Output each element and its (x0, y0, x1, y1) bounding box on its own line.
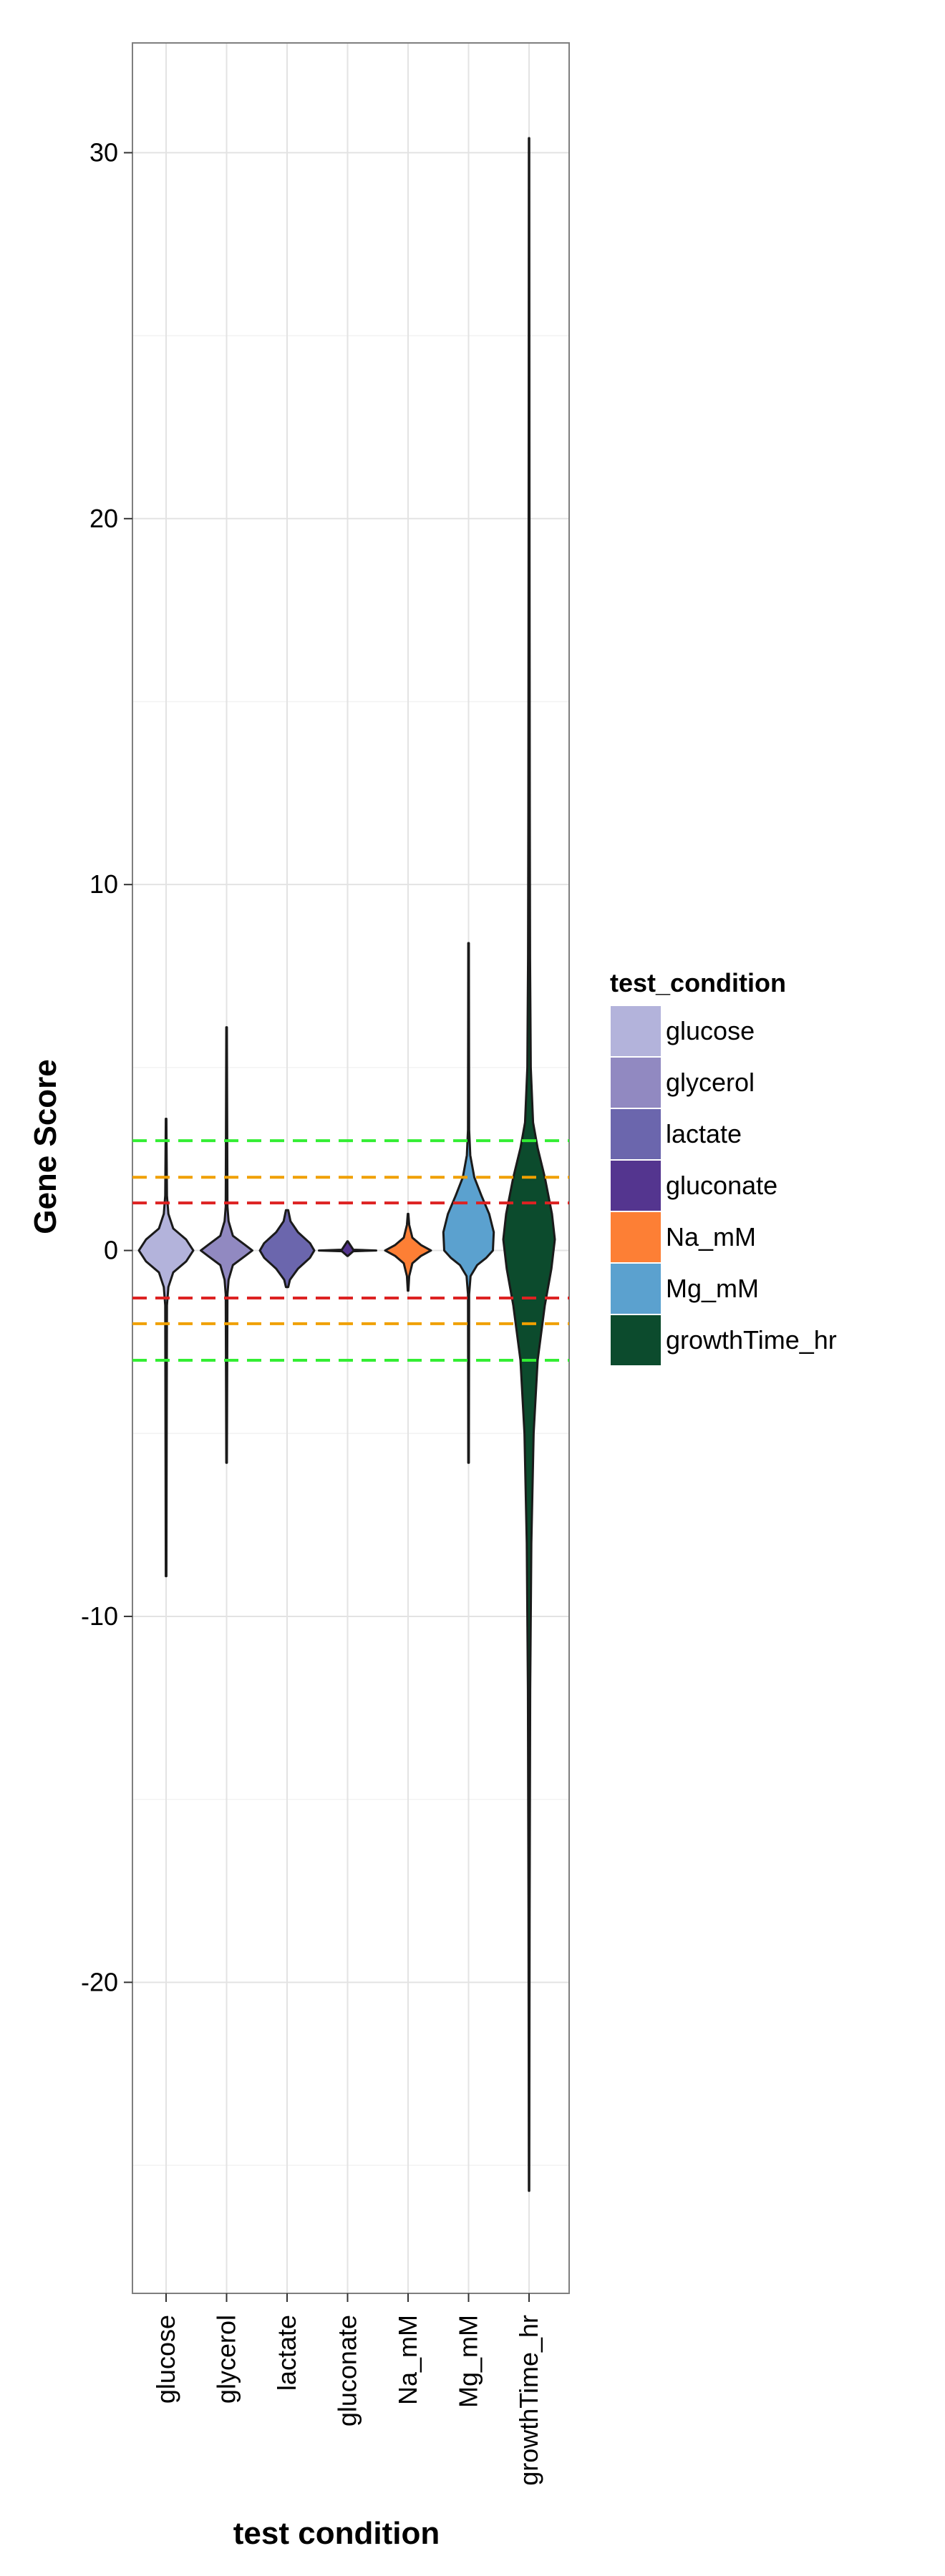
legend-label-lactate: lactate (666, 1119, 742, 1148)
violin-growthTime_hr (502, 137, 556, 2192)
legend-label-Mg_mM: Mg_mM (666, 1274, 759, 1303)
violin-glucose (137, 1118, 195, 1578)
plot-panel (132, 42, 570, 2294)
x-tick-label: Na_mM (393, 2315, 422, 2405)
violins (137, 137, 556, 2192)
grid-lines (132, 43, 569, 2293)
violin-body (502, 137, 556, 2192)
legend-title: test_condition (610, 968, 786, 997)
violin-gluconate (318, 1240, 377, 1257)
legend-label-Na_mM: Na_mM (666, 1222, 756, 1252)
y-axis-title: Gene Score (28, 1059, 63, 1234)
x-tick-label: gluconate (333, 2315, 362, 2426)
legend-key-lactate (609, 1108, 662, 1161)
violin-body (200, 1026, 253, 1464)
legend-label-glucose: glucose (666, 1016, 755, 1045)
legend-key-gluconate (609, 1159, 662, 1212)
legend-label-glycerol: glycerol (666, 1068, 755, 1097)
x-axis-title: test condition (233, 2516, 440, 2551)
violin-body (318, 1240, 377, 1257)
legend-label-gluconate: gluconate (666, 1171, 777, 1200)
violin-lactate (258, 1209, 316, 1289)
legend-key-Mg_mM (609, 1262, 662, 1315)
violin-Mg_mM (442, 942, 495, 1464)
violin-Na_mM (384, 1212, 432, 1292)
y-tick-label: 20 (89, 504, 118, 533)
y-tick-label: -20 (81, 1967, 118, 1996)
legend-key-glycerol (609, 1056, 662, 1109)
x-tick-label: glucose (151, 2315, 180, 2404)
violin-body (442, 942, 495, 1464)
legend-key-Na_mM (609, 1211, 662, 1264)
y-tick-label: 30 (89, 137, 118, 167)
x-tick-label: lactate (272, 2315, 301, 2391)
x-axis: glucose glycerol lactate gluconate Na_mM Mg_m… (151, 2293, 543, 2486)
violin-body (258, 1209, 316, 1289)
violin-body (384, 1212, 432, 1292)
reference-lines (132, 1139, 569, 1362)
y-tick-label: 10 (89, 869, 118, 899)
x-tick-label: growthTime_hr (514, 2315, 543, 2486)
legend-key-glucose (609, 1005, 662, 1058)
legend-label-growthTime_hr: growthTime_hr (666, 1325, 837, 1355)
x-tick-label: glycerol (212, 2315, 241, 2404)
y-axis: -20 -10 0 10 20 30 (81, 137, 132, 1996)
y-tick-label: 0 (104, 1236, 118, 1265)
legend: test_condition glucose glycerol lactate glu… (609, 968, 837, 1367)
y-tick-label: -10 (81, 1601, 118, 1631)
x-tick-label: Mg_mM (454, 2315, 483, 2408)
violin-body (137, 1118, 195, 1578)
legend-key-growthTime_hr (609, 1314, 662, 1367)
violin-glycerol (200, 1026, 253, 1464)
